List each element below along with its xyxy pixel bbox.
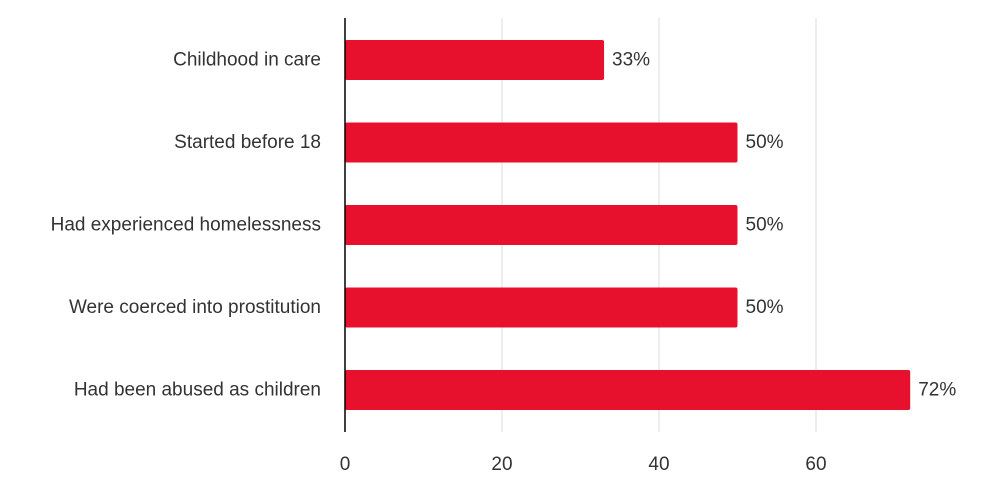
category-label: Started before 18 [174, 132, 321, 153]
category-label: Were coerced into prostitution [69, 297, 321, 318]
bar [345, 205, 738, 245]
bar [345, 370, 911, 410]
labels: 0 20 40 60 Childhood in care 33% Started befor… [51, 50, 957, 476]
bar [345, 122, 738, 163]
value-label: 50% [746, 132, 784, 153]
value-label: 50% [746, 297, 784, 318]
bar [345, 287, 738, 328]
x-tick-label: 0 [340, 454, 351, 475]
value-label: 50% [746, 215, 784, 236]
bar [345, 40, 605, 80]
value-label: 72% [918, 380, 956, 401]
value-label: 33% [612, 50, 650, 71]
x-tick-label: 60 [805, 454, 826, 475]
x-tick-label: 20 [491, 454, 512, 475]
x-tick-label: 40 [648, 454, 669, 475]
category-label: Had been abused as children [74, 380, 321, 401]
bars [345, 40, 911, 410]
category-label: Childhood in care [173, 50, 321, 71]
category-label: Had experienced homelessness [51, 215, 321, 236]
